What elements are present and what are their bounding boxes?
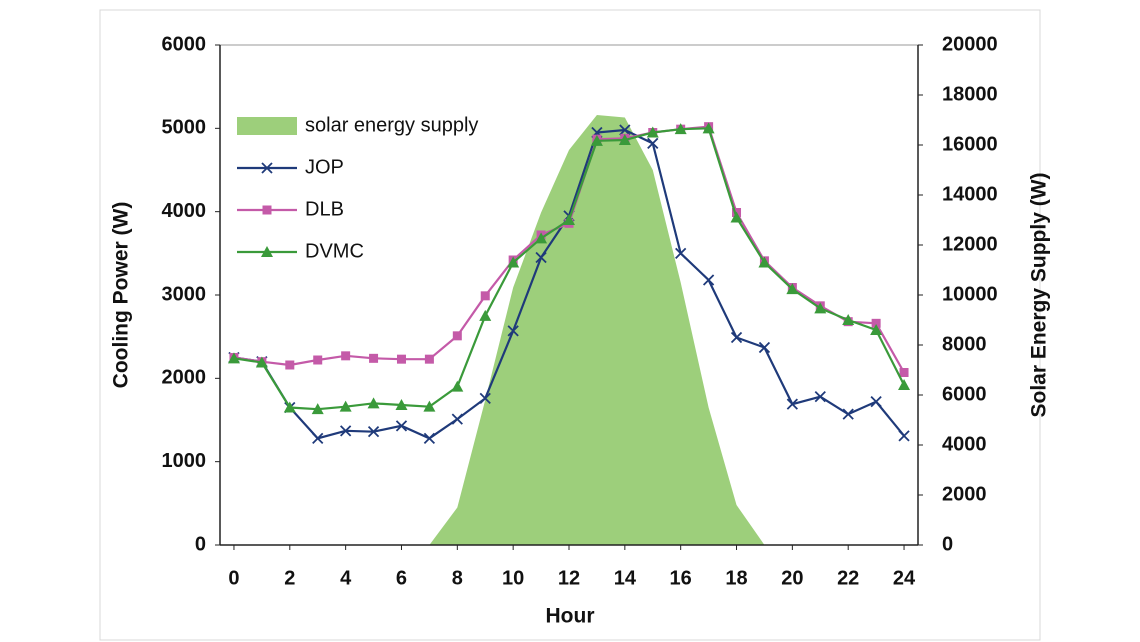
x-tick-label: 22 xyxy=(837,567,859,589)
point xyxy=(590,134,603,146)
y2-tick-label: 8000 xyxy=(942,333,987,355)
point xyxy=(367,397,380,409)
point xyxy=(423,400,436,412)
point xyxy=(702,122,715,134)
point xyxy=(339,400,352,412)
point xyxy=(646,126,659,138)
y-tick-label: 6000 xyxy=(162,33,207,55)
x-tick-label: 20 xyxy=(781,567,803,589)
point xyxy=(396,354,406,364)
area xyxy=(233,115,905,545)
y2-tick-label: 4000 xyxy=(942,433,987,455)
y-tick-label: 2000 xyxy=(162,367,207,389)
point xyxy=(312,432,324,444)
point xyxy=(675,247,687,259)
x-axis-label: Hour xyxy=(546,605,595,628)
legend-marker xyxy=(262,205,272,215)
point xyxy=(480,291,490,301)
point xyxy=(369,353,379,363)
y2-tick-label: 14000 xyxy=(942,183,998,205)
point xyxy=(618,134,631,145)
x-tick-label: 2 xyxy=(284,567,295,589)
y2-tick-label: 12000 xyxy=(942,233,998,255)
point xyxy=(367,426,380,438)
point xyxy=(424,354,434,364)
legend-label: DVMC xyxy=(305,240,364,262)
point xyxy=(870,396,882,408)
point xyxy=(285,360,295,370)
y-tick-label: 5000 xyxy=(162,117,207,139)
point xyxy=(674,123,687,135)
y2-tick-label: 18000 xyxy=(942,83,998,105)
y2-tick-label: 16000 xyxy=(942,133,998,155)
point xyxy=(730,331,743,344)
point xyxy=(619,124,631,136)
point xyxy=(535,232,548,244)
x-tick-label: 4 xyxy=(340,567,352,589)
point xyxy=(758,256,771,268)
legend-marker xyxy=(261,246,273,257)
point xyxy=(479,392,491,404)
point xyxy=(507,325,519,337)
point xyxy=(395,420,408,432)
point xyxy=(758,341,771,354)
legend-label: solar energy supply xyxy=(305,114,478,136)
legend-marker xyxy=(261,162,273,174)
x-tick-label: 8 xyxy=(452,567,463,589)
point xyxy=(395,399,408,410)
y2-tick-label: 0 xyxy=(942,533,953,555)
point xyxy=(507,256,520,268)
y2-tick-label: 20000 xyxy=(942,33,998,55)
point xyxy=(870,324,883,335)
y2-axis-label: Solar Energy Supply (W) xyxy=(1028,172,1051,417)
point xyxy=(451,413,463,425)
x-tick-label: 10 xyxy=(502,567,524,589)
y2-tick-label: 2000 xyxy=(942,483,987,505)
legend-label: DLB xyxy=(305,198,344,220)
legend-swatch xyxy=(237,117,297,135)
y-tick-label: 3000 xyxy=(162,283,207,305)
legend-label: JOP xyxy=(305,156,344,178)
point xyxy=(871,318,881,328)
point xyxy=(786,398,798,410)
point xyxy=(702,274,715,286)
point xyxy=(340,425,352,437)
point xyxy=(730,211,743,223)
point xyxy=(227,352,240,364)
point xyxy=(898,379,911,390)
point xyxy=(898,430,910,442)
y2-tick-label: 6000 xyxy=(942,383,987,405)
point xyxy=(451,380,464,392)
point xyxy=(423,432,436,444)
point xyxy=(452,331,462,341)
x-tick-label: 18 xyxy=(725,567,747,589)
point xyxy=(842,314,855,325)
point xyxy=(311,403,324,415)
point xyxy=(535,251,547,264)
point xyxy=(814,302,827,314)
x-tick-label: 24 xyxy=(893,567,916,589)
x-tick-label: 14 xyxy=(614,567,637,589)
point xyxy=(255,356,268,368)
x-tick-label: 6 xyxy=(396,567,407,589)
point xyxy=(563,214,575,225)
point xyxy=(313,355,323,365)
point xyxy=(814,391,826,403)
point xyxy=(341,351,351,361)
y-axis-label: Cooling Power (W) xyxy=(110,202,133,389)
point xyxy=(283,401,296,413)
y-tick-label: 0 xyxy=(195,533,206,555)
y-tick-label: 1000 xyxy=(162,450,207,472)
x-tick-label: 16 xyxy=(670,567,692,589)
point xyxy=(479,309,492,321)
y-tick-label: 4000 xyxy=(162,200,207,222)
x-tick-label: 0 xyxy=(228,567,239,589)
point xyxy=(899,368,909,377)
point xyxy=(842,408,854,420)
point xyxy=(647,137,659,149)
point xyxy=(786,283,799,295)
x-tick-label: 12 xyxy=(558,567,580,589)
y2-tick-label: 10000 xyxy=(942,283,998,305)
